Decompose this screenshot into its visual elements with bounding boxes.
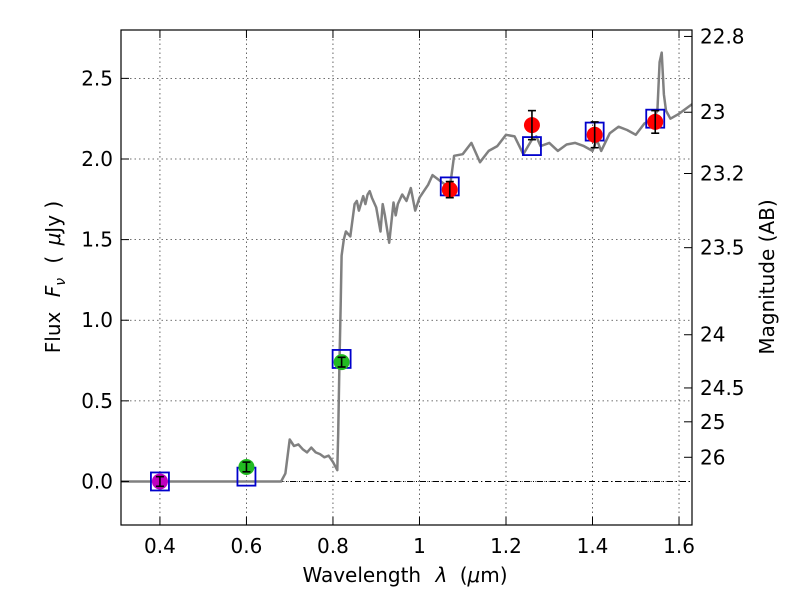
x-axis-label-prefix: Wavelength: [302, 563, 421, 587]
x-tick-label: 0.4: [144, 534, 176, 558]
x-axis-label-symbol: λ: [434, 563, 447, 587]
y2-tick-label: 23: [700, 100, 725, 124]
y2-tick-label: 22.8: [700, 24, 745, 48]
x-tick-label: 0.6: [231, 534, 263, 558]
y2-tick-label: 23.5: [700, 236, 745, 260]
model-spectrum-line: [121, 51, 692, 483]
y-tick-label: 2.5: [81, 66, 113, 90]
axes-frame: [120, 29, 693, 526]
y2-tick-label: 23.2: [700, 162, 745, 186]
y2-tick-label: 24.5: [700, 376, 745, 400]
x-axis-label-unit-mu: μ: [467, 563, 481, 587]
y2-tick-label: 26: [700, 445, 725, 469]
x-axis-label-unit-open: (: [460, 563, 468, 587]
y-axis-label: Flux Fν ( μJy ): [41, 201, 70, 353]
y-axis-label-unit-mu: μ: [41, 233, 65, 247]
x-tick-label: 1.4: [577, 534, 609, 558]
x-tick-label: 1.6: [663, 534, 695, 558]
ticks-layer: 0.4 0.6 0.8 1 1.2 1.4 1.6 0.0 0.5 1.0 1.5 2.0 2.5 22.…: [81, 24, 744, 558]
x-axis-label-unit-rest: m): [480, 563, 507, 587]
grid-layer: [121, 30, 692, 525]
x-tick-label: 0.8: [317, 534, 349, 558]
y-axis-label-symbol: F: [41, 285, 65, 297]
y-tick-label: 0.0: [81, 469, 113, 493]
x-tick-label: 1: [413, 534, 426, 558]
y-axis-label-subscript: ν: [53, 278, 69, 286]
y-axis-label-unit-rest: Jy ): [41, 201, 65, 235]
plot-area: [121, 51, 692, 483]
x-tick-label: 1.2: [490, 534, 522, 558]
observed-points-layer: [151, 109, 664, 490]
x-axis-label: Wavelength λ (μm): [302, 563, 507, 587]
y2-tick-label: 25: [700, 410, 725, 434]
model-photometry-layer: [150, 108, 666, 492]
y2-tick-label: 24: [700, 323, 725, 347]
y-tick-label: 2.0: [81, 147, 113, 171]
y-axis-label-unit-open: (: [41, 256, 65, 264]
y2-axis-label: Magnitude (AB): [755, 199, 779, 354]
y-tick-label: 0.5: [81, 389, 113, 413]
y-tick-label: 1.5: [81, 228, 113, 252]
model-photometry-square: [150, 471, 170, 492]
y-axis-label-prefix: Flux: [41, 311, 65, 353]
y-tick-label: 1.0: [81, 308, 113, 332]
